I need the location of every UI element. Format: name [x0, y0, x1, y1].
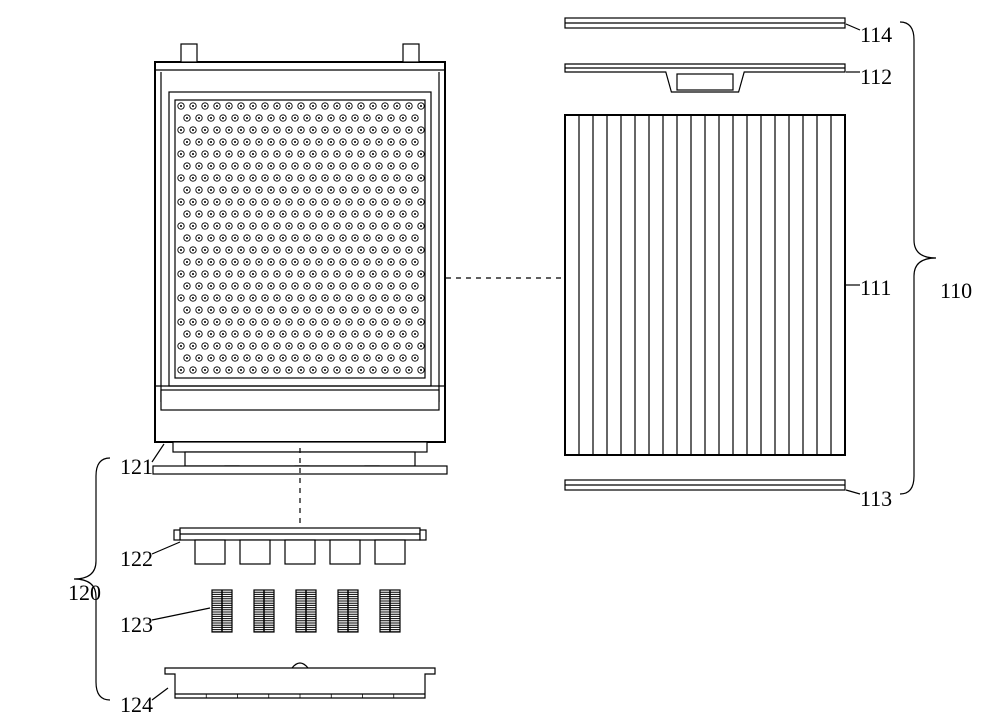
label-120: 120 — [68, 580, 101, 606]
diagram-stage: 114 112 111 113 110 121 122 123 124 120 — [0, 0, 1000, 718]
label-124: 124 — [120, 692, 153, 718]
label-123: 123 — [120, 612, 153, 638]
label-110: 110 — [940, 278, 972, 304]
label-111: 111 — [860, 275, 891, 301]
label-112: 112 — [860, 64, 892, 90]
label-121: 121 — [120, 454, 153, 480]
diagram-svg — [0, 0, 1000, 718]
label-113: 113 — [860, 486, 892, 512]
label-122: 122 — [120, 546, 153, 572]
label-114: 114 — [860, 22, 892, 48]
